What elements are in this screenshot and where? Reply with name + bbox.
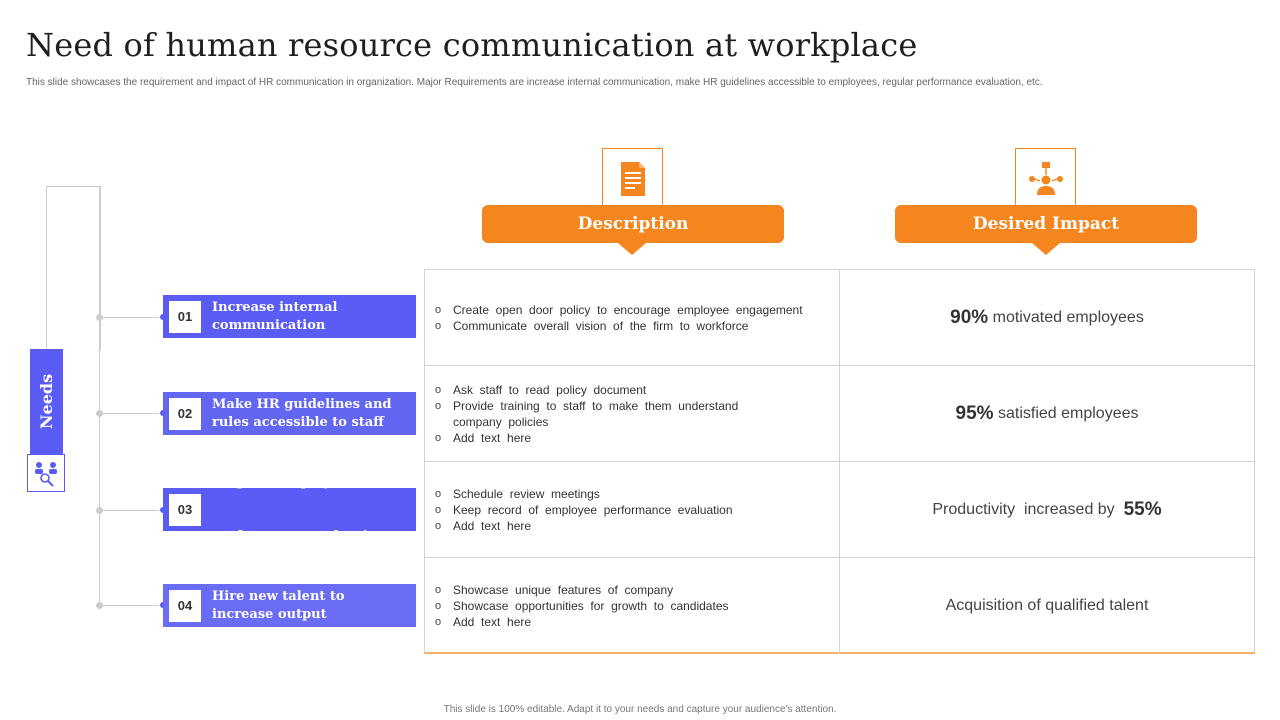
document-icon [602,148,663,209]
need-label-line: Increase internal [212,299,338,315]
need-number: 03 [169,493,201,526]
table-row: Schedule review meetings Keep record of … [425,462,1254,558]
impact-value: 95% [955,402,994,424]
needs-timeline-line [99,186,100,606]
impact-value: 55% [1123,498,1162,520]
list-item: Provide training to staff to make them u… [435,398,738,414]
impact-header-pointer [1032,243,1060,255]
need-number: 04 [169,589,201,622]
connector-line [99,317,163,318]
description-header: Description [482,205,784,243]
list-item: Schedule review meetings [435,486,733,502]
list-item: Ask staff to read policy document [435,382,738,398]
needs-label: Needs [37,373,56,430]
list-item-continuation: company policies [453,414,549,429]
description-cell: Schedule review meetings Keep record of … [425,462,840,557]
needs-bracket [46,186,101,350]
table-row: Create open door policy to encourage emp… [425,270,1254,366]
need-number: 01 [169,300,201,333]
impact-cell: Productivity increased by 55% [840,462,1254,557]
need-label-line: performance evaluation [212,528,386,544]
list-item: Add text here [435,430,738,446]
need-label-line: Hire new talent to [212,588,345,604]
need-number: 02 [169,397,201,430]
list-item: Showcase opportunities for growth to can… [435,598,729,614]
need-label-line: Regular employee [212,474,348,490]
need-item-2: 02 Make HR guidelines and rules accessib… [163,392,416,435]
list-item: Keep record of employee performance eval… [435,502,733,518]
need-label-line: rules accessible to staff [212,414,384,430]
need-label-line: Make HR guidelines and [212,396,392,412]
impact-text: Productivity increased by [932,500,1124,518]
impact-header: Desired Impact [895,205,1197,243]
list-item: Communicate overall vision of the firm t… [435,318,803,334]
table-row: Showcase unique features of company Show… [425,558,1254,654]
need-label-line: increase output [212,606,327,622]
needs-label-bar: Needs [30,349,63,454]
need-label: Make HR guidelines and rules accessible … [212,396,391,432]
impact-cell: 90% motivated employees [840,270,1254,365]
list-item: Add text here [435,518,733,534]
need-label-line: communication [212,317,326,333]
need-item-4: 04 Hire new talent to increase output [163,584,416,627]
list-item: Create open door policy to encourage emp… [435,302,803,318]
network-person-icon [1015,148,1076,209]
description-cell: Ask staff to read policy document Provid… [425,366,840,461]
description-header-pointer [618,243,646,255]
need-label: Regular employee performance evaluation [212,438,386,582]
table-row: Ask staff to read policy document Provid… [425,366,1254,462]
impact-cell: 95% satisfied employees [840,366,1254,461]
description-cell: Showcase unique features of company Show… [425,558,840,654]
impact-text: motivated employees [988,308,1144,326]
need-item-3: 03 Regular employee performance evaluati… [163,475,416,544]
impact-cell: Acquisition of qualified talent [840,558,1254,654]
footer-note: This slide is 100% editable. Adapt it to… [443,704,837,715]
description-cell: Create open door policy to encourage emp… [425,270,840,365]
impact-value: 90% [950,306,989,328]
list-item: Showcase unique features of company [435,582,729,598]
needs-table: Create open door policy to encourage emp… [424,269,1255,654]
list-item: Add text here [435,614,729,630]
need-label: Increase internal communication [212,299,337,335]
page-title: Need of human resource communication at … [26,26,918,64]
connector-line [99,510,163,511]
need-label: Hire new talent to increase output [212,588,345,624]
connector-line [99,413,163,414]
connector-line [99,605,163,606]
need-item-1: 01 Increase internal communication [163,295,416,338]
people-search-icon [27,454,65,492]
impact-text: satisfied employees [993,404,1139,422]
impact-text: Acquisition of qualified talent [945,597,1149,614]
page-subtitle: This slide showcases the requirement and… [26,77,1043,88]
